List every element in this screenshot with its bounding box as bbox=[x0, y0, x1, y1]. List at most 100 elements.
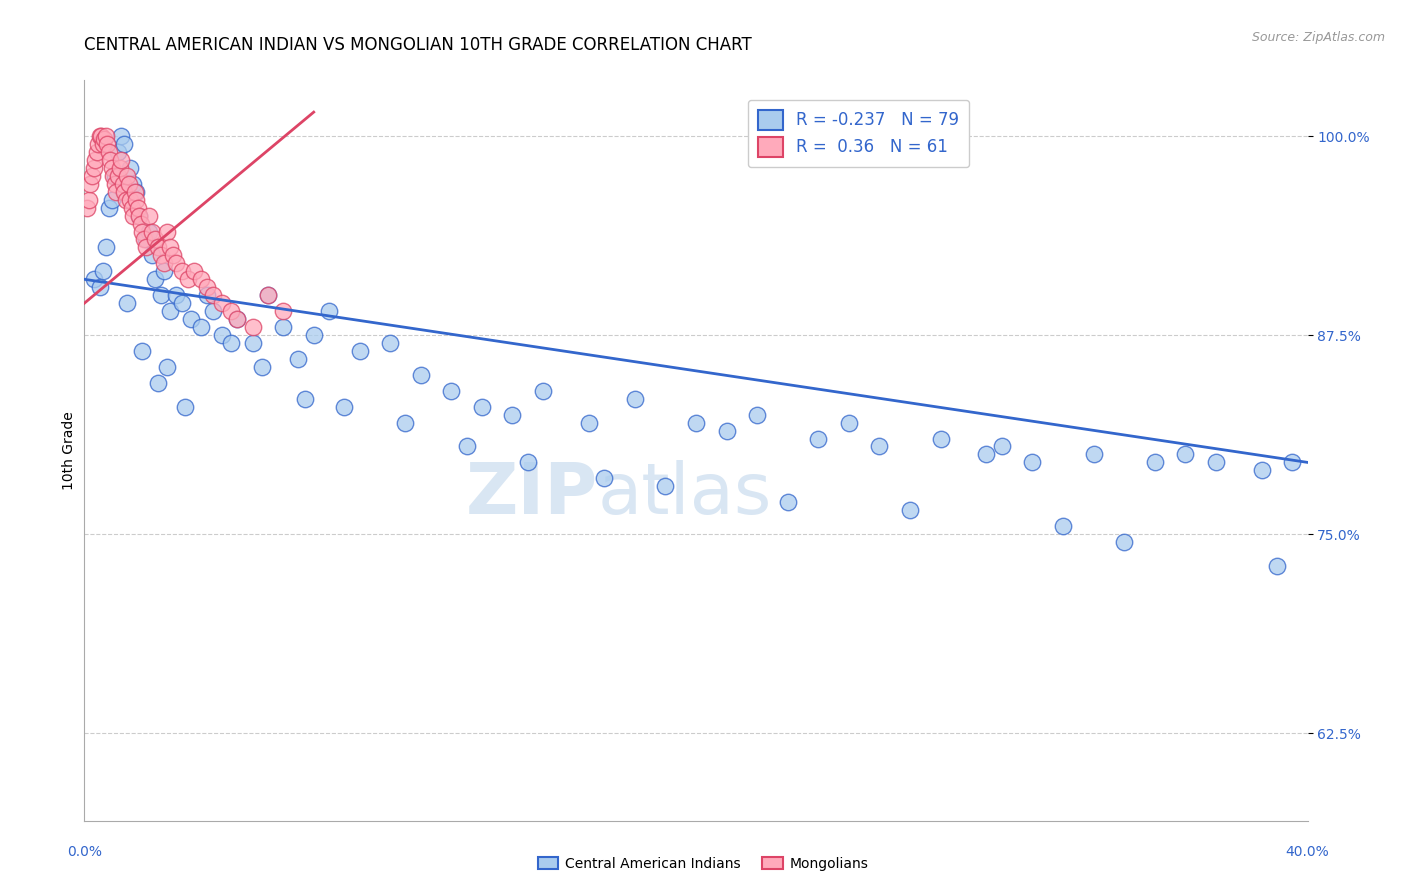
Point bbox=[898, 503, 921, 517]
Point bbox=[111, 177, 134, 191]
Point bbox=[211, 328, 233, 343]
Point bbox=[440, 384, 463, 398]
Point bbox=[226, 312, 249, 326]
Point bbox=[114, 193, 136, 207]
Text: CENTRAL AMERICAN INDIAN VS MONGOLIAN 10TH GRADE CORRELATION CHART: CENTRAL AMERICAN INDIAN VS MONGOLIAN 10T… bbox=[84, 36, 752, 54]
Point bbox=[129, 217, 152, 231]
Point bbox=[128, 209, 150, 223]
Point bbox=[96, 136, 118, 151]
Point bbox=[1114, 535, 1136, 549]
Point bbox=[172, 264, 194, 278]
Point bbox=[107, 145, 129, 159]
Point bbox=[131, 343, 153, 358]
Point bbox=[1250, 463, 1272, 477]
Point bbox=[250, 359, 273, 374]
Point bbox=[201, 304, 224, 318]
Point bbox=[98, 153, 121, 167]
Point bbox=[333, 400, 356, 414]
Point bbox=[183, 264, 205, 278]
Point bbox=[86, 145, 108, 159]
Point bbox=[146, 376, 169, 390]
Point bbox=[146, 240, 169, 254]
Point bbox=[516, 455, 538, 469]
Point bbox=[79, 177, 101, 191]
Point bbox=[156, 225, 179, 239]
Point bbox=[105, 185, 128, 199]
Point bbox=[654, 479, 676, 493]
Point bbox=[502, 408, 524, 422]
Point bbox=[138, 225, 160, 239]
Point bbox=[125, 185, 148, 199]
Y-axis label: 10th Grade: 10th Grade bbox=[62, 411, 76, 490]
Point bbox=[257, 288, 280, 302]
Point bbox=[103, 169, 125, 183]
Point bbox=[87, 136, 110, 151]
Point bbox=[380, 336, 402, 351]
Point bbox=[107, 169, 129, 183]
Point bbox=[118, 177, 141, 191]
Point bbox=[120, 161, 142, 175]
Point bbox=[143, 232, 166, 246]
Point bbox=[1265, 558, 1288, 573]
Point bbox=[108, 161, 131, 175]
Point bbox=[115, 169, 138, 183]
Point bbox=[287, 351, 309, 366]
Point bbox=[94, 128, 117, 143]
Point bbox=[97, 201, 120, 215]
Point bbox=[132, 232, 155, 246]
Point bbox=[165, 288, 187, 302]
Point bbox=[685, 416, 707, 430]
Text: 40.0%: 40.0% bbox=[1285, 845, 1330, 858]
Point bbox=[1281, 455, 1303, 469]
Point bbox=[110, 153, 132, 167]
Point bbox=[294, 392, 316, 406]
Point bbox=[91, 264, 114, 278]
Point bbox=[138, 209, 160, 223]
Point bbox=[93, 132, 115, 146]
Point bbox=[135, 232, 157, 246]
Point bbox=[141, 248, 163, 262]
Text: Source: ZipAtlas.com: Source: ZipAtlas.com bbox=[1251, 31, 1385, 45]
Point bbox=[271, 320, 294, 334]
Point bbox=[180, 312, 202, 326]
Point bbox=[94, 240, 117, 254]
Point bbox=[242, 336, 264, 351]
Point bbox=[121, 201, 143, 215]
Point bbox=[149, 248, 172, 262]
Point bbox=[76, 201, 98, 215]
Point bbox=[190, 320, 212, 334]
Point bbox=[271, 304, 294, 318]
Point bbox=[219, 336, 242, 351]
Point bbox=[219, 304, 242, 318]
Point bbox=[190, 272, 212, 286]
Point bbox=[90, 128, 112, 143]
Point bbox=[120, 193, 142, 207]
Point bbox=[89, 128, 111, 143]
Point bbox=[838, 416, 860, 430]
Point bbox=[174, 400, 197, 414]
Point bbox=[115, 296, 138, 310]
Point bbox=[104, 169, 127, 183]
Point bbox=[112, 136, 135, 151]
Point bbox=[131, 225, 153, 239]
Point bbox=[394, 416, 416, 430]
Point bbox=[409, 368, 432, 382]
Point bbox=[101, 193, 124, 207]
Point bbox=[135, 240, 157, 254]
Point bbox=[77, 193, 100, 207]
Point bbox=[156, 359, 179, 374]
Point bbox=[112, 185, 135, 199]
Point bbox=[1083, 447, 1105, 461]
Point bbox=[159, 304, 181, 318]
Point bbox=[195, 288, 218, 302]
Point bbox=[80, 169, 103, 183]
Point bbox=[124, 185, 146, 199]
Text: ZIP: ZIP bbox=[465, 460, 598, 529]
Point bbox=[149, 288, 172, 302]
Point bbox=[89, 280, 111, 294]
Point bbox=[122, 177, 145, 191]
Point bbox=[456, 440, 478, 454]
Point bbox=[776, 495, 799, 509]
Point bbox=[143, 272, 166, 286]
Point bbox=[302, 328, 325, 343]
